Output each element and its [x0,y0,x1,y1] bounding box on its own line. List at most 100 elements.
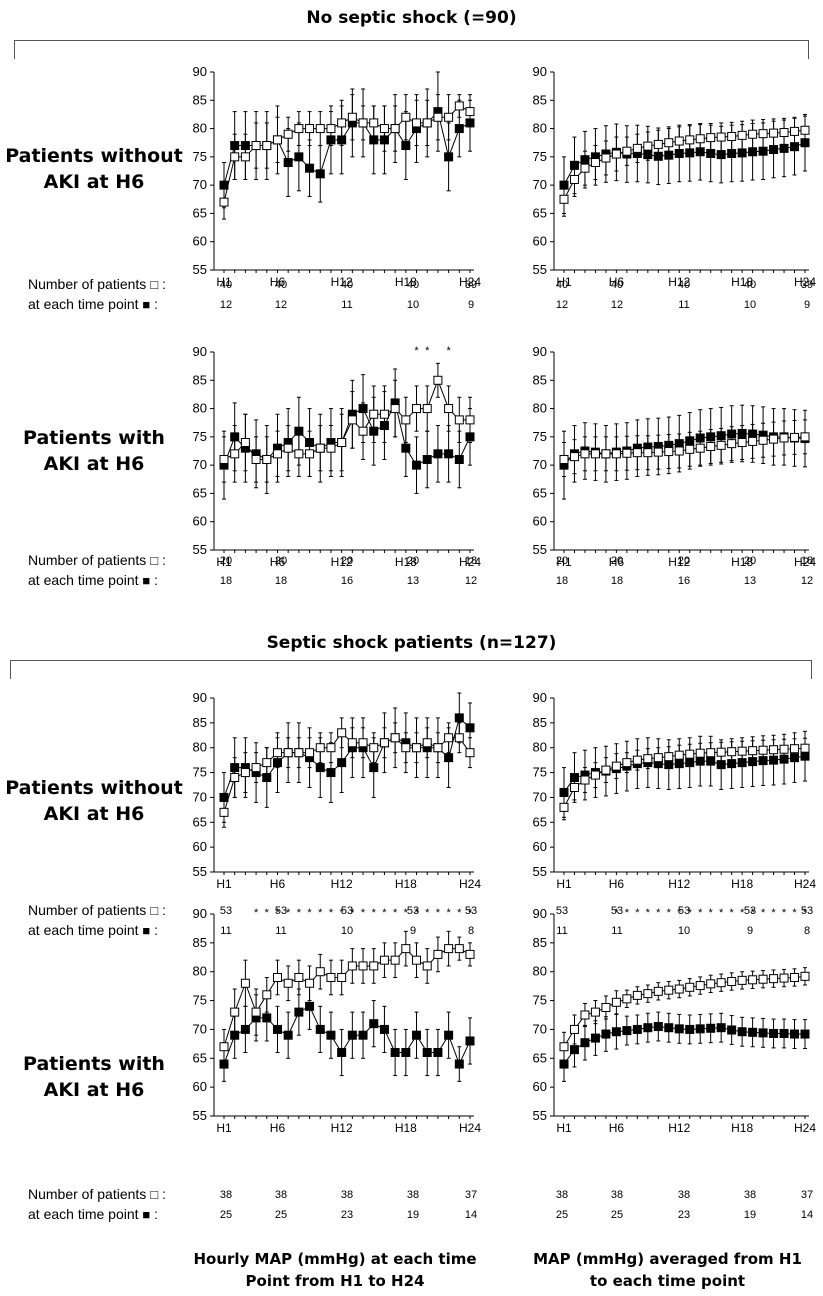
significance-asterisk: * [688,907,693,919]
open-marker [653,447,663,457]
significance-asterisk: * [350,907,355,919]
significance-asterisk: * [468,907,473,919]
filled-marker [758,146,768,156]
significance-asterisk: * [656,907,661,919]
filled-marker [433,449,443,459]
open-marker [727,439,737,449]
open-marker [422,118,432,128]
open-marker [433,743,443,753]
y-tick-label: 65 [533,814,547,829]
open-marker [643,141,653,151]
significance-asterisk: * [404,907,409,919]
chart-no-shock-with-aki-averaged: 55 60 65 70 75 80 85 90 H1 H6 H12 H18 H24 [533,344,817,569]
significance-asterisk: * [457,907,462,919]
open-marker [800,125,810,135]
y-tick-label: 85 [533,935,547,950]
y-tick-label: 80 [533,964,547,979]
open-marker [305,124,315,134]
filled-marker [716,1023,726,1033]
y-tick-label: 65 [193,1050,207,1065]
open-marker [347,738,357,748]
open-marker [262,141,272,151]
open-marker [632,990,642,1000]
open-marker [465,107,475,117]
open-marker [240,768,250,778]
y-tick-label: 60 [533,514,547,529]
open-marker [580,449,590,459]
filled-marker [590,1033,600,1043]
open-marker [769,974,779,984]
x-tick-label: H6 [270,555,286,569]
x-tick-label: H6 [609,275,625,289]
open-marker [569,174,579,184]
section-title-no-septic-shock: No septic shock (=90) [306,8,517,28]
open-marker [379,955,389,965]
open-marker [390,404,400,414]
open-marker [219,1042,229,1052]
filled-marker [379,1024,389,1034]
y-tick-label: 60 [533,1079,547,1094]
significance-asterisk: * [803,907,808,919]
y-tick-label: 60 [193,1079,207,1094]
significance-asterisk: * [361,907,366,919]
y-tick-label: 60 [193,234,207,249]
y-tick-label: 90 [193,64,207,79]
filled-marker [326,768,336,778]
open-series-line [223,732,471,813]
filled-marker [748,147,758,157]
filled-marker [283,158,293,168]
filled-marker [727,1025,737,1035]
open-marker [369,961,379,971]
x-tick-label: H24 [459,1121,481,1135]
open-marker [465,949,475,959]
open-marker [685,444,695,454]
count-label-row3-line1: Number of patients □ : [28,902,166,918]
open-marker [337,438,347,448]
open-marker [569,782,579,792]
y-tick-label: 55 [533,864,547,879]
open-marker [664,447,674,457]
open-marker [674,136,684,146]
y-tick-label: 80 [533,401,547,416]
chart-shock-without-aki-hourly: 55 60 65 70 75 80 85 90 H1 H6 H12 H18 H24 [193,690,482,891]
open-marker [305,978,315,988]
open-marker [748,975,758,985]
open-marker [716,440,726,450]
significance-asterisk: * [719,907,724,919]
filled-marker [315,763,325,773]
y-tick-label: 55 [533,262,547,277]
significance-asterisk: * [436,907,441,919]
filled-marker [240,1024,250,1034]
open-marker [632,143,642,153]
open-marker [369,118,379,128]
y-tick-label: 65 [533,205,547,220]
significance-asterisk: * [414,345,419,357]
open-marker [230,449,240,459]
filled-marker [706,1023,716,1033]
open-marker [315,743,325,753]
y-tick-label: 55 [533,1108,547,1123]
section-bracket-septic-shock [10,660,812,679]
filled-marker [580,1038,590,1048]
filled-marker [685,1024,695,1034]
open-marker [643,754,653,764]
open-marker [412,404,422,414]
filled-marker [779,1028,789,1038]
open-marker [664,985,674,995]
filled-series-line [563,755,806,793]
filled-marker [748,1027,758,1037]
significance-asterisk: * [425,907,430,919]
y-tick-label: 55 [533,542,547,557]
open-marker [685,982,695,992]
x-tick-label: H1 [216,1121,232,1135]
y-tick-label: 70 [533,177,547,192]
open-marker [444,112,454,122]
significance-asterisk: * [709,907,714,919]
open-marker [219,807,229,817]
open-marker [622,994,632,1004]
y-tick-label: 75 [533,993,547,1008]
significance-asterisk: * [265,907,270,919]
open-marker [653,753,663,763]
filled-marker [401,1048,411,1058]
open-marker [737,438,747,448]
